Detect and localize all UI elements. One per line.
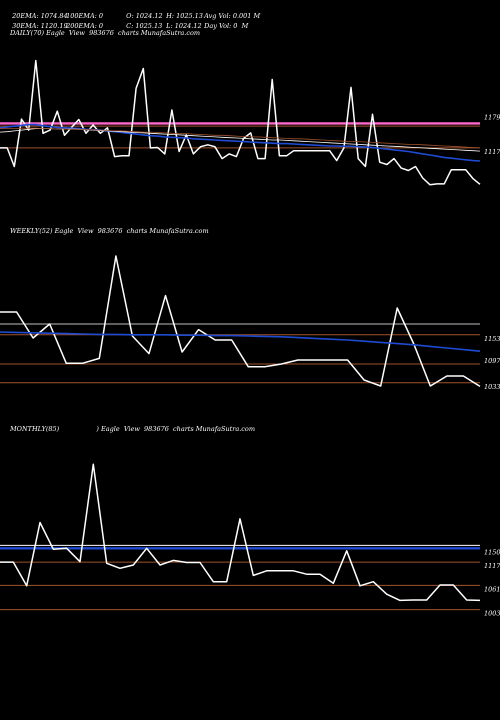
daily-panel-title: DAILY(70) Eagle View 983676 charts Munaf… xyxy=(10,29,201,37)
high-readout: H: 1025.13 xyxy=(166,12,203,20)
weekly-y-tick-label: 1097 xyxy=(484,357,500,365)
weekly-y-tick-label: 1033 xyxy=(484,383,500,391)
ema200-readout: 200EMA: 0 xyxy=(66,22,104,30)
daily-y-tick-label: 1117 xyxy=(484,148,500,156)
monthly-price-line-0 xyxy=(0,463,481,602)
monthly-y-tick-label: 1003 xyxy=(484,610,500,618)
monthly-y-tick-label: 1117 xyxy=(484,562,500,570)
avg-vol-readout: Avg Vol: 0.001 M xyxy=(204,12,261,20)
weekly-y-tick-label: 1153 xyxy=(484,335,500,343)
ema100-readout: 100EMA: 0 xyxy=(66,12,104,20)
daily-ema-line-3 xyxy=(0,127,481,149)
monthly-y-tick-label: 1150 xyxy=(484,548,500,556)
open-readout: O: 1024.12 xyxy=(126,12,163,20)
monthly-panel-title: MONTHLY(85) ) Eagle View 983676 charts M… xyxy=(10,425,256,433)
daily-price-line-0 xyxy=(0,59,481,186)
day-vol-readout: Day Vol: 0 M xyxy=(204,22,249,30)
weekly-price-line-0 xyxy=(0,255,481,388)
ema30-readout: 30EMA: 1120.19 xyxy=(12,22,68,30)
low-readout: L: 1024.12 xyxy=(166,22,202,30)
daily-ema-line-1 xyxy=(0,123,481,162)
weekly-ema-line-1 xyxy=(0,331,481,352)
daily-y-tick-label: 1179 xyxy=(484,113,500,121)
weekly-panel-title: WEEKLY(52) Eagle View 983676 charts Muna… xyxy=(10,227,209,235)
ema20-readout: 20EMA: 1074.84 xyxy=(12,12,68,20)
monthly-y-tick-label: 1061 xyxy=(484,585,500,593)
daily-chart: 1179 1117 xyxy=(0,59,500,186)
weekly-chart: 1153 1097 1033 xyxy=(0,255,500,391)
close-readout: C: 1025.13 xyxy=(126,22,163,30)
monthly-chart: 1150 1117 1061 1003 xyxy=(0,463,500,618)
